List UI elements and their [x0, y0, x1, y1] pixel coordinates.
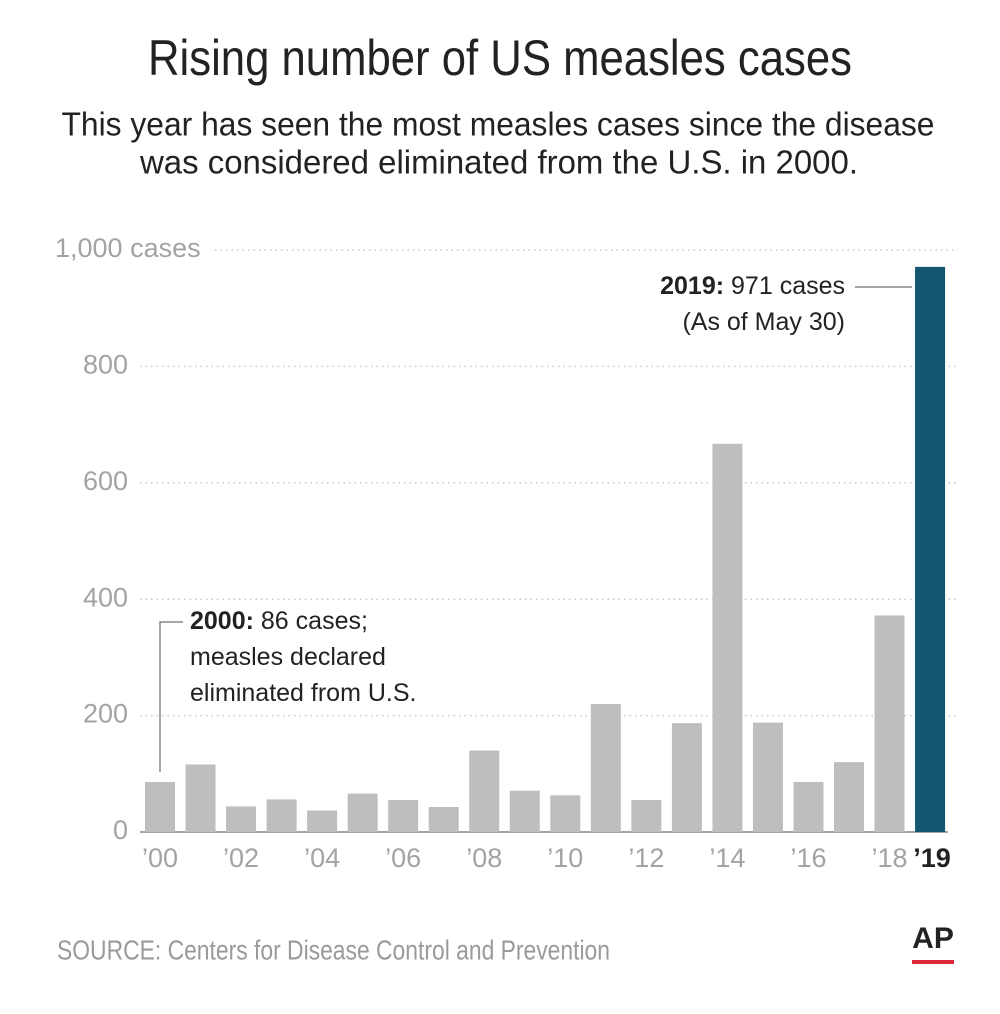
- bar: [834, 762, 865, 832]
- annotation: 2019: 971 cases: [660, 272, 845, 300]
- annotation-text: 86 cases;: [261, 607, 368, 635]
- x-tick-label: ’00: [142, 843, 178, 873]
- chart-title: Rising number of US measles cases: [148, 30, 852, 86]
- bar: [671, 723, 702, 832]
- chart-subtitle: This year has seen the most measles case…: [62, 106, 935, 143]
- chart-subtitle: was considered eliminated from the U.S. …: [139, 144, 858, 181]
- logo-underline: [912, 960, 954, 964]
- bar: [712, 443, 743, 832]
- bar: [428, 806, 459, 832]
- bar: [469, 750, 500, 832]
- y-tick-label: 1,000 cases: [55, 233, 201, 263]
- y-tick-label: 0: [113, 815, 128, 845]
- bar: [145, 781, 175, 832]
- annotation: eliminated from U.S.: [190, 679, 416, 707]
- x-tick-label: ’19: [913, 843, 951, 873]
- annotation: 2000: 86 cases;: [190, 607, 368, 635]
- bar: [185, 764, 216, 832]
- bar: [793, 781, 824, 832]
- annotation-text: (As of May 30): [682, 308, 845, 336]
- source: SOURCE: Centers for Disease Control and …: [57, 934, 610, 965]
- bar: [226, 806, 257, 832]
- bar: [752, 722, 783, 832]
- annotation: measles declared: [190, 643, 386, 671]
- annotation-bold: 2000:: [190, 607, 254, 635]
- y-tick-label: 400: [83, 582, 128, 612]
- bar: [307, 810, 338, 832]
- annotation-bold: 2019:: [660, 272, 724, 300]
- x-tick-label: ’04: [304, 843, 340, 873]
- logo: AP: [912, 922, 954, 955]
- x-tick-label: ’16: [790, 843, 826, 873]
- x-tick-label: ’10: [547, 843, 583, 873]
- x-tick-label: ’08: [466, 843, 502, 873]
- bar: [550, 795, 581, 832]
- x-tick-label: ’02: [223, 843, 259, 873]
- bar: [266, 799, 297, 832]
- bar: [631, 799, 662, 832]
- x-tick-label: ’06: [385, 843, 421, 873]
- bar: [509, 790, 540, 832]
- bar: [388, 799, 419, 832]
- x-tick-label: ’14: [709, 843, 745, 873]
- annotation-text: measles declared: [190, 643, 386, 671]
- x-tick-label: ’12: [628, 843, 664, 873]
- y-tick-label: 200: [83, 699, 128, 729]
- x-tick-label: ’18: [872, 843, 908, 873]
- bar: [915, 266, 946, 832]
- annotation: (As of May 30): [682, 308, 845, 336]
- annotation-text: 971 cases: [731, 272, 845, 300]
- y-tick-label: 600: [83, 466, 128, 496]
- y-tick-label: 800: [83, 350, 128, 380]
- annotation-text: eliminated from U.S.: [190, 679, 416, 707]
- bar: [874, 615, 905, 832]
- leader-line: [159, 621, 183, 772]
- bar: [347, 793, 378, 832]
- bar: [590, 703, 621, 832]
